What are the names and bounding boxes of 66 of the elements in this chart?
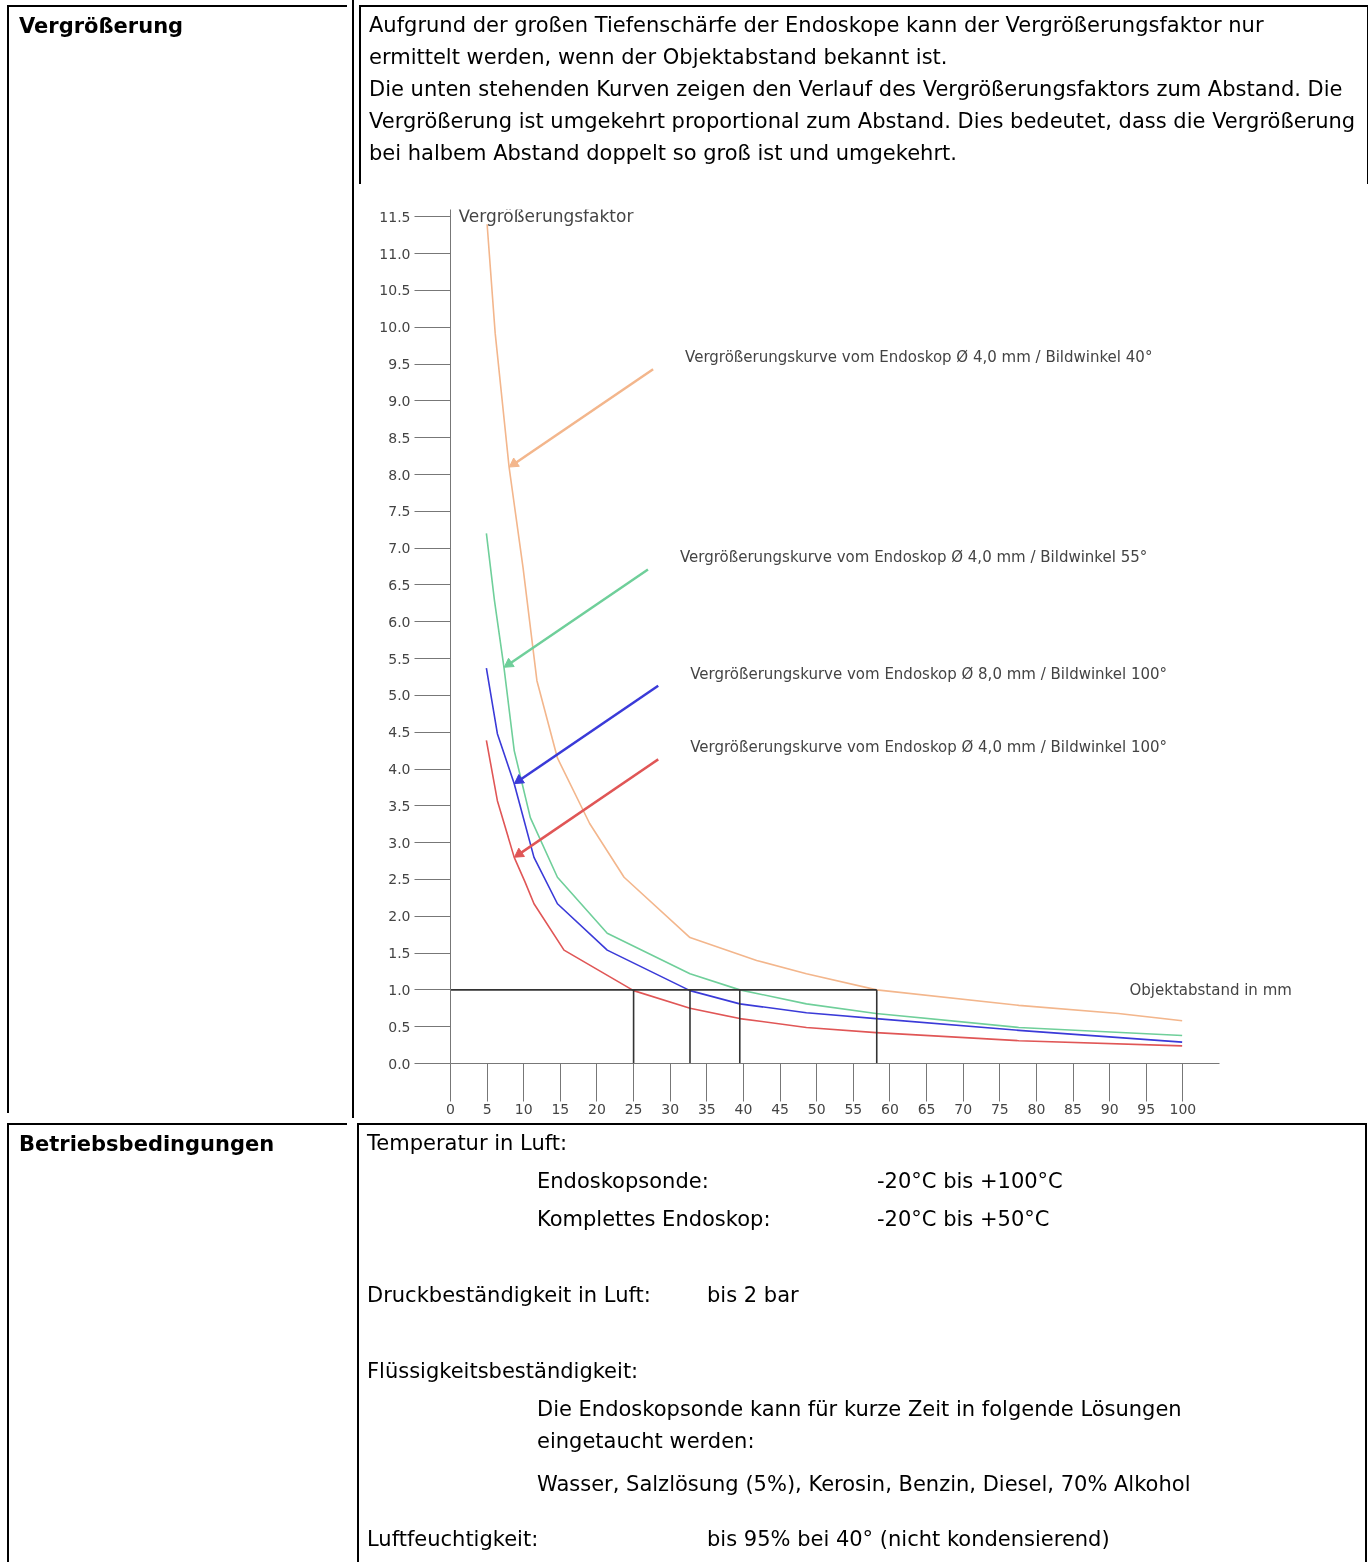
- y-tick-label: 2.5: [388, 871, 411, 888]
- y-tick-label: 4.5: [388, 724, 411, 741]
- x-tick-label: 80: [1027, 1100, 1046, 1117]
- x-tick-label: 100: [1169, 1100, 1197, 1117]
- x-axis-title: Objektabstand in mm: [1129, 980, 1292, 999]
- x-tick-label: 30: [661, 1100, 680, 1117]
- text: Luftfeuchtigkeit:: [367, 1527, 539, 1551]
- text: Betriebsbedingungen: [18, 1131, 276, 1158]
- y-tick-label: 10.5: [379, 282, 411, 299]
- y-tick-label: 2.0: [388, 908, 411, 925]
- text: Komplettes Endoskop:: [537, 1207, 771, 1231]
- y-tick-label: 3.5: [388, 797, 411, 814]
- y-tick-label: 4.0: [388, 761, 411, 778]
- chart-subtitle: Aufgrund der großen Tiefenschärfe der Endoskope kann der Vergrößerungsfaktor nur ermittelt werden, wenn der Objektabstand bekannt ist. Die unten stehenden Kurven zeigen den Verlauf des Vergrößerungsfaktors zum Abstand. Die Vergrößerung ist umgekehrt proportional zum Abstand. Dies bedeutet, dass die Vergrößerung bei halbem Abstand doppelt so groß ist und umgekehrt.: [368, 12, 1357, 167]
- x-tick-label: 20: [588, 1100, 606, 1117]
- text: -20°C bis +100°C: [877, 1168, 1064, 1195]
- text: Wasser, Salzlösung (5%), Kerosin, Benzin, Diesel, 70% Alkohol: [537, 1471, 1192, 1498]
- y-tick-label: 5.0: [388, 687, 411, 704]
- x-tick-label: 50: [807, 1100, 826, 1117]
- y-tick-label: 7.5: [388, 503, 411, 520]
- y-tick-label: 8.0: [388, 466, 411, 483]
- x-tick-label: 40: [734, 1100, 753, 1117]
- x-tick-label: 75: [990, 1100, 1009, 1117]
- y-tick-label: 10.0: [379, 319, 411, 336]
- annotation: Vergrößerungskurve vom Endoskop Ø 4,0 mm / Bildwinkel 100°: [690, 738, 1168, 757]
- y-tick-label: 8.5: [388, 429, 411, 446]
- text: Die Endoskopsonde kann für kurze Zeit in folgende Lösungen eingetaucht werden:: [537, 1396, 1183, 1455]
- text: Druckbeständigkeit in Luft:: [367, 1283, 651, 1307]
- text: bis 2 bar: [707, 1282, 800, 1309]
- x-tick-label: 65: [917, 1100, 936, 1117]
- text: Endoskopsonde:: [537, 1169, 709, 1193]
- annotation: Vergrößerungskurve vom Endoskop Ø 4,0 mm / Bildwinkel 55°: [679, 548, 1148, 567]
- text: Vergrößerung: [18, 13, 185, 40]
- x-tick-label: 0: [446, 1100, 455, 1117]
- y-tick-label: 7.0: [388, 540, 411, 557]
- x-tick-label: 25: [624, 1100, 643, 1117]
- text: bis 95% bei 40° (nicht kondensierend): [707, 1526, 1111, 1553]
- x-tick-label: 95: [1137, 1100, 1156, 1117]
- y-tick-label: 3.0: [388, 834, 411, 851]
- text: Temperatur in Luft:: [367, 1130, 569, 1157]
- text: Flüssigkeitsbeständigkeit:: [367, 1358, 640, 1385]
- x-tick-label: 55: [844, 1100, 863, 1117]
- x-tick-label: 45: [771, 1100, 789, 1117]
- x-tick-label: 85: [1064, 1100, 1082, 1117]
- y-tick-label: 1.5: [388, 945, 411, 962]
- y-tick-label: 0.0: [388, 1055, 411, 1072]
- y-tick-label: 6.0: [388, 613, 411, 630]
- x-tick-label: 90: [1100, 1100, 1119, 1117]
- annotation: Vergrößerungskurve vom Endoskop Ø 8,0 mm / Bildwinkel 100°: [690, 664, 1168, 683]
- y-tick-label: 11.5: [379, 208, 411, 225]
- x-tick-label: 60: [881, 1100, 899, 1117]
- y-tick-label: 5.5: [388, 650, 411, 667]
- y-tick-label: 6.5: [388, 576, 411, 593]
- x-tick-label: 35: [697, 1100, 716, 1117]
- y-tick-label: 11.0: [379, 245, 411, 262]
- y-tick-label: 9.0: [388, 392, 411, 409]
- annotation: Vergrößerungskurve vom Endoskop Ø 4,0 mm / Bildwinkel 40°: [685, 348, 1153, 367]
- x-tick-label: 70: [954, 1100, 973, 1117]
- y-tick-label: 9.5: [388, 356, 411, 373]
- x-tick-label: 5: [482, 1100, 492, 1117]
- y-tick-label: 1.0: [388, 981, 411, 998]
- y-axis-title: Vergrößerungsfaktor: [458, 205, 634, 226]
- x-tick-label: 10: [514, 1100, 533, 1117]
- x-tick-label: 15: [551, 1100, 570, 1117]
- y-tick-label: 0.5: [388, 1018, 411, 1035]
- text: -20°C bis +50°C: [877, 1206, 1051, 1233]
